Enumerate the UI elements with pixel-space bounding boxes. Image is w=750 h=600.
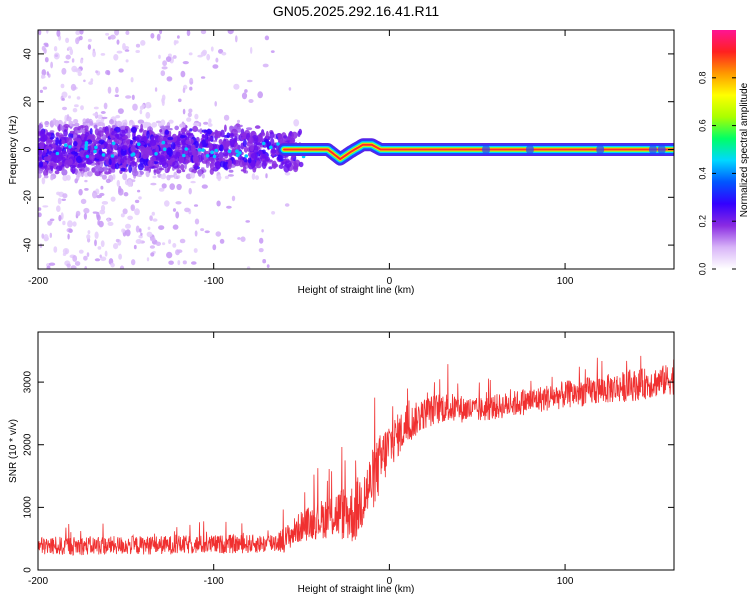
snr-y-axis-label: SNR (10 * v/v) <box>8 419 19 483</box>
y-tick-label: 0 <box>23 146 34 152</box>
x-tick-label: 100 <box>557 576 574 587</box>
colorbar-tick-label: 0.0 <box>697 263 707 276</box>
x-tick-label: -200 <box>28 576 48 587</box>
colorbar-tick-label: 0.6 <box>697 119 707 132</box>
x-tick-label: -200 <box>28 276 48 287</box>
y-tick-label: 2000 <box>23 433 34 456</box>
x-tick-label: 100 <box>557 276 574 287</box>
y-tick-label: -40 <box>23 237 34 252</box>
snr-frame <box>37 331 675 571</box>
spectrogram-noise-layer <box>38 30 313 269</box>
colorbar-ticks: 0.0 0.2 0.4 0.6 0.8 <box>697 72 736 276</box>
snr-series-line <box>38 355 674 556</box>
y-tick-label: 3000 <box>23 371 34 394</box>
x-tick-label: 0 <box>387 276 393 287</box>
colorbar-tick-label: 0.2 <box>697 215 707 228</box>
snr-x-ticks: -200 -100 0 100 <box>28 332 574 587</box>
spectrogram-y-ticks: -40 -20 0 20 40 <box>23 48 674 252</box>
figure-title: GN05.2025.292.16.41.R11 <box>273 3 440 19</box>
y-tick-label: 20 <box>23 96 34 108</box>
y-tick-label: 1000 <box>23 496 34 519</box>
spectrogram-ridge-layer <box>277 138 674 166</box>
colorbar-gradient <box>712 30 736 269</box>
snr-plot-area <box>38 332 674 570</box>
x-tick-label: -100 <box>204 276 224 287</box>
spectrogram-x-ticks: -200 -100 0 100 <box>28 30 574 287</box>
snr-x-axis-label: Height of straight line (km) <box>298 584 415 595</box>
x-tick-label: -100 <box>204 576 224 587</box>
snr-y-ticks: 0 1000 2000 3000 <box>23 371 674 573</box>
colorbar-label: Normalized spectral amplitude <box>739 82 750 217</box>
y-tick-label: -20 <box>23 190 34 205</box>
colorbar-tick-label: 0.4 <box>697 167 707 180</box>
y-tick-label: 40 <box>23 48 34 60</box>
snr-panel: -200 -100 0 100 0 1000 2000 3000 Height of str… <box>8 331 675 595</box>
spectrogram-y-axis-label: Frequency (Hz) <box>8 116 19 185</box>
colorbar: 0.0 0.2 0.4 0.6 0.8 Normalized spectral ampl… <box>697 30 750 275</box>
spectrogram-x-axis-label: Height of straight line (km) <box>298 285 415 296</box>
x-tick-label: 0 <box>387 576 393 587</box>
colorbar-tick-label: 0.8 <box>697 72 707 85</box>
y-tick-label: 0 <box>23 567 34 573</box>
